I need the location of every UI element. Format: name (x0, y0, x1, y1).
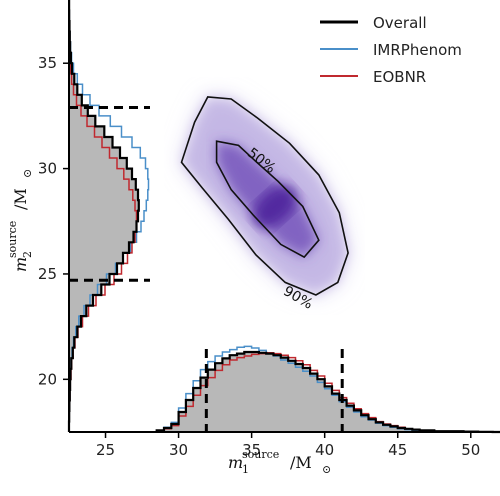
y-axis-label-unit-sub: ⊙ (21, 169, 34, 178)
m2-hist-fill (69, 0, 139, 432)
x-tick-label-50: 50 (461, 441, 480, 459)
y-tick-label-30: 30 (38, 160, 57, 178)
y-ticks: 20 25 30 35 (38, 54, 69, 388)
x-axis-label-unit: /M (290, 453, 312, 472)
credible-intervals (69, 105, 344, 432)
x-ticks: 25 30 35 40 45 50 (96, 432, 480, 459)
y-tick-label-35: 35 (38, 54, 57, 72)
y-axis-label-var: m (11, 257, 30, 272)
density-core (252, 185, 298, 228)
contour-50 (215, 140, 320, 259)
legend-label-eobnr: EOBNR (373, 68, 426, 86)
x-tick-label-40: 40 (315, 441, 334, 459)
x-tick-label-45: 45 (388, 441, 407, 459)
m1-hist-fill (156, 352, 500, 432)
m1-hist-overall (155, 350, 500, 434)
m2-hist-overall (67, 0, 140, 432)
x-tick-label-25: 25 (96, 441, 115, 459)
axes (68, 0, 500, 433)
x-axis-label-sub: 1 (242, 463, 249, 476)
y-axis-label-unit: /M (11, 188, 30, 210)
x-tick-label-30: 30 (169, 441, 188, 459)
legend: Overall IMRPhenom EOBNR (320, 14, 462, 86)
m1-histogram (155, 345, 500, 434)
y-axis-label-sub: 2 (21, 251, 34, 258)
contour-90 (180, 96, 349, 296)
y-tick-label-20: 20 (38, 370, 57, 388)
legend-label-overall: Overall (373, 14, 427, 32)
x-axis-label: m 1 source /M ⊙ (228, 448, 331, 476)
x-tick-label-35: 35 (242, 441, 261, 459)
contours (180, 96, 349, 296)
y-tick-label-25: 25 (38, 265, 57, 283)
legend-label-imrphenom: IMRPhenom (373, 41, 462, 59)
x-axis-label-unit-sub: ⊙ (322, 463, 331, 476)
y-axis-label: m 2 source /M ⊙ (6, 169, 34, 272)
x-axis-label-var: m (228, 453, 243, 472)
x-axis-label-sup: source (242, 448, 279, 461)
y-axis-label-sup: source (6, 221, 19, 258)
m2-histogram (67, 0, 150, 432)
density-layer (181, 96, 349, 296)
